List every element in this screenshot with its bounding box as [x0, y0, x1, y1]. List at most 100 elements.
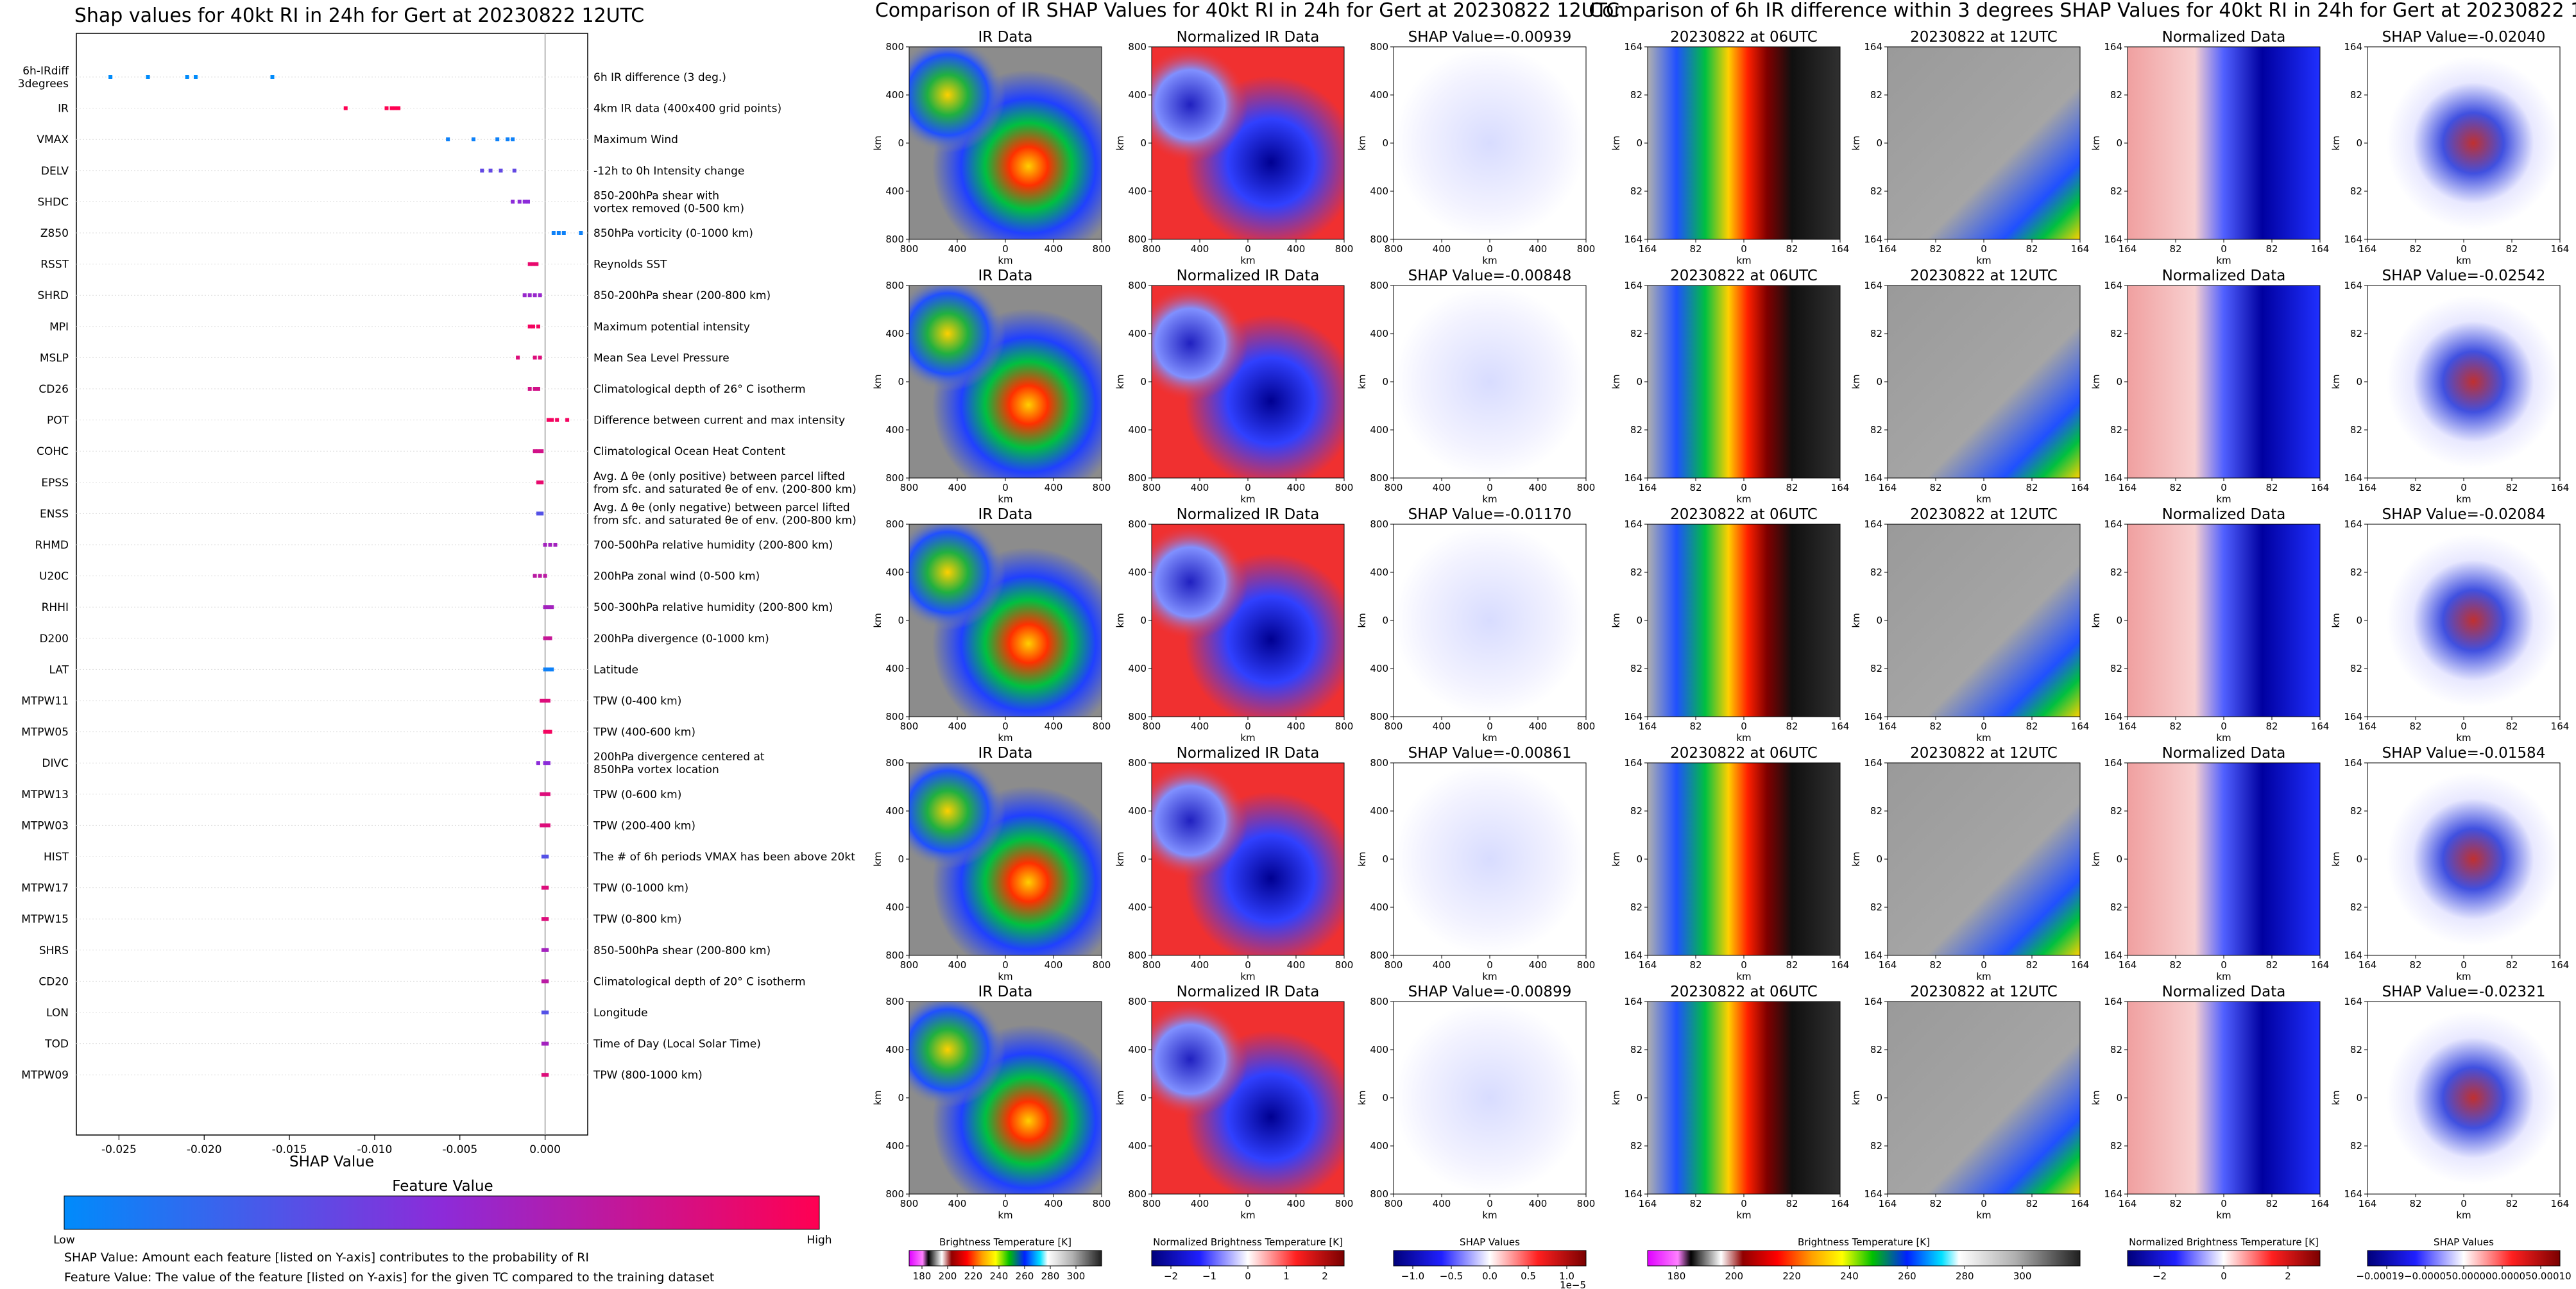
panel-title: 20230822 at 12UTC [1910, 268, 2058, 284]
shap-point [548, 730, 552, 734]
x-tick-label: 82 [1786, 482, 1798, 493]
y-tick-label: 82 [1870, 901, 1882, 913]
x-tick-label: 800 [1143, 959, 1161, 971]
x-tick-label: 0 [2461, 721, 2467, 732]
colorbar-tick-label: 280 [1956, 1270, 1974, 1282]
x-tick-label: -0.005 [442, 1143, 477, 1156]
y-axis-label: km [2090, 135, 2102, 150]
y-tick-label: 0 [2116, 376, 2122, 388]
y-tick-label: 82 [2350, 663, 2362, 674]
feature-label: MTPW11 [21, 695, 69, 708]
x-tick-label: 82 [1689, 243, 1702, 255]
feature-label: COHC [37, 445, 69, 458]
y-tick-label: 82 [2350, 1140, 2362, 1152]
y-tick-label: 800 [885, 950, 904, 961]
x-tick-label: 400 [1191, 243, 1209, 255]
feature-description: Climatological depth of 26° C isotherm [593, 383, 806, 396]
colorbar-tick-label: 200 [939, 1270, 957, 1282]
x-tick-label: 164 [1879, 721, 1897, 732]
x-tick-label: 0 [2461, 1198, 2467, 1209]
panel-title: SHAP Value=-0.02084 [2382, 506, 2546, 523]
y-axis-label: km [2330, 135, 2342, 150]
feature-description: Latitude [593, 663, 638, 676]
y-tick-label: 164 [2104, 757, 2122, 769]
x-tick-label: 0 [1245, 1198, 1251, 1209]
feature-description: Mean Sea Level Pressure [593, 352, 729, 364]
y-axis-label: km [872, 1090, 883, 1105]
y-axis-label: km [1356, 1090, 1368, 1105]
x-tick-label: 0 [1981, 243, 1987, 255]
shap-point [546, 418, 550, 422]
y-axis-label: km [1114, 135, 1126, 150]
shap-point [397, 106, 401, 110]
x-tick-label: 82 [2169, 1198, 2181, 1209]
y-tick-label: 400 [1370, 185, 1388, 197]
y-tick-label: 164 [1864, 472, 1882, 484]
y-tick-label: 800 [885, 280, 904, 291]
x-tick-label: 400 [1287, 482, 1306, 493]
shap-point [536, 480, 540, 484]
panel-title: Normalized Data [2162, 745, 2286, 762]
y-tick-label: 164 [2104, 518, 2122, 530]
x-tick-label: 400 [1045, 721, 1063, 732]
x-tick-label: 82 [2409, 482, 2421, 493]
normalized-ir-cloud [1152, 1002, 1344, 1194]
x-tick-label: 82 [1929, 243, 1941, 255]
panel-title: SHAP Value=-0.02321 [2382, 984, 2546, 1000]
feature-label: D200 [39, 633, 69, 645]
x-tick-label: 0 [1741, 721, 1747, 732]
shap-point [527, 324, 532, 329]
y-tick-label: 164 [2344, 950, 2362, 961]
y-tick-label: 0 [1382, 853, 1388, 865]
feature-description: TPW (0-800 km) [593, 913, 681, 926]
shap-point [541, 979, 545, 984]
x-tick-label: 164 [2551, 959, 2570, 971]
x-tick-label: 82 [2265, 243, 2278, 255]
colorbar-tick-label: 0 [2221, 1270, 2227, 1282]
x-tick-label: 400 [948, 482, 967, 493]
y-tick-label: 82 [1870, 1044, 1882, 1055]
x-tick-label: 82 [2169, 243, 2181, 255]
x-tick-label: 800 [1577, 721, 1596, 732]
shap-point [531, 324, 535, 329]
x-tick-label: 800 [900, 1198, 919, 1209]
panel-title: SHAP Value=-0.01584 [2382, 745, 2546, 762]
y-tick-label: 0 [2356, 376, 2362, 388]
shap-point [545, 917, 549, 921]
y-tick-label: 164 [1624, 472, 1642, 484]
shap-point [548, 543, 552, 547]
x-tick-label: 800 [1577, 243, 1596, 255]
ir-06utc-image [1648, 763, 1840, 955]
x-tick-label: 800 [1577, 482, 1596, 493]
y-tick-label: 164 [1864, 950, 1882, 961]
y-tick-label: 0 [2116, 137, 2122, 149]
x-tick-label: 164 [2311, 959, 2330, 971]
y-tick-label: 82 [1630, 1140, 1642, 1152]
shap-point [548, 636, 552, 640]
y-axis-label: km [2330, 613, 2342, 627]
ir-data-cloud [909, 286, 1102, 478]
feature-description: TPW (0-1000 km) [593, 882, 688, 895]
ir-12utc-image [1888, 524, 2080, 717]
panel-title: IR Data [978, 984, 1033, 1000]
x-tick-label: 164 [1831, 243, 1850, 255]
feature-label: RHHI [42, 601, 69, 614]
diff-shap-map-image [2367, 286, 2560, 478]
y-tick-label: 0 [2116, 853, 2122, 865]
feature-label: EPSS [41, 477, 69, 490]
beeswarm-title: Shap values for 40kt RI in 24h for Gert … [74, 4, 644, 27]
shap-point [480, 168, 484, 173]
x-tick-label: 400 [1287, 721, 1306, 732]
y-tick-label: 400 [885, 805, 904, 817]
x-tick-label: 800 [1335, 721, 1354, 732]
y-tick-label: 800 [1128, 280, 1147, 291]
y-tick-label: 0 [898, 615, 904, 626]
x-axis-label: km [1482, 732, 1497, 744]
y-tick-label: 0 [2356, 137, 2362, 149]
shap-point [534, 262, 539, 266]
x-tick-label: 0 [1487, 959, 1493, 971]
shap-point [193, 75, 198, 79]
x-tick-label: 82 [1689, 1198, 1702, 1209]
feature-label: MTPW17 [21, 882, 69, 895]
beeswarm-xlabel: SHAP Value [289, 1154, 374, 1170]
